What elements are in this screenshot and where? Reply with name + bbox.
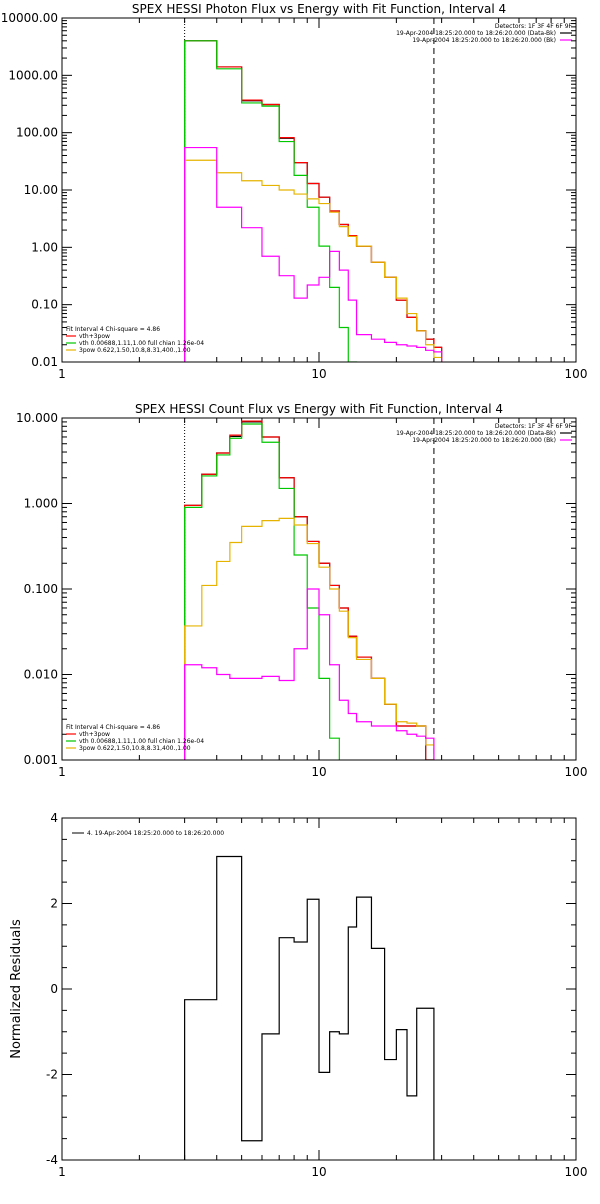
count-y-tick-label: 10.000 [16, 411, 58, 425]
count-series-yellow [184, 517, 435, 760]
residuals-y-tick-label: -2 [46, 1068, 58, 1082]
photon-fit-legend-entry: vth 0.00688,1.11,1.00 full chian 1.26e-0… [79, 340, 204, 347]
photon-y-tick-label: 0.10 [31, 298, 58, 312]
residuals-series-group [184, 855, 435, 1160]
residuals-y-tick-label: 2 [50, 897, 58, 911]
count-header-line: 19-Apr-2004 18:25:20.000 to 18:26:20.000… [396, 430, 556, 437]
count-x-tick-label: 1 [58, 765, 66, 779]
count-fit-legend-entry: 3pow 0.622,1.50,10.8,8.31,400.,1.00 [79, 745, 191, 752]
count-y-tick-label: 0.100 [24, 582, 58, 596]
photon-y-tick-label: 100.00 [16, 126, 58, 140]
residuals-series-black [184, 855, 435, 1160]
count-panel: SPEX HESSI Count Flux vs Energy with Fit… [16, 402, 587, 779]
count-fit-legend-entry: vth 0.00688,1.11,1.00 full chian 1.26e-0… [79, 738, 204, 745]
count-header-line: 19-Apr-2004 18:25:20.000 to 18:26:20.000… [412, 437, 556, 444]
residuals-y-label: Normalized Residuals [9, 919, 24, 1059]
photon-series-red [184, 40, 443, 362]
count-fit-legend-entry: vth+3pow [79, 731, 110, 738]
photon-panel: SPEX HESSI Photon Flux vs Energy with Fi… [1, 2, 588, 381]
photon-header-line: 19-Apr-2004 18:25:20.000 to 18:26:20.000… [412, 37, 556, 44]
photon-series-magenta [184, 146, 443, 362]
photon-header-line: Detectors: 1F 3F 4F 6F 9F [495, 23, 573, 30]
count-y-tick-label: 0.010 [24, 668, 58, 682]
count-x-tick-label: 10 [311, 765, 326, 779]
count-title: SPEX HESSI Count Flux vs Energy with Fit… [135, 402, 503, 416]
residuals-x-tick-label: 1 [58, 1165, 66, 1179]
photon-frame [61, 17, 577, 363]
photon-x-tick-label: 100 [565, 367, 588, 381]
residuals-y-tick-label: 4 [50, 811, 58, 825]
residuals-panel: 1 10 100 -4 -2 0 2 4 Normalized Residuals 4. 19-A… [9, 811, 587, 1179]
photon-fit-legend-entry: 3pow 0.622,1.50,10.8,8.31,400.,1.00 [79, 347, 191, 354]
residuals-y-tick-label: 0 [50, 982, 58, 996]
count-fit-legend-title: Fit Interval 4 Chi-square = 4.86 [66, 724, 160, 731]
count-series-group [184, 420, 435, 760]
photon-series-black [184, 40, 443, 362]
photon-header-line: 19-Apr-2004 18:25:20.000 to 18:26:20.000… [396, 30, 556, 37]
residuals-frame [61, 817, 577, 1161]
residuals-y-tick-label: -4 [46, 1153, 58, 1167]
count-frame [61, 417, 577, 761]
count-series-green [184, 423, 435, 760]
photon-y-tick-label: 1.00 [31, 240, 58, 254]
photon-x-tick-label: 10 [311, 367, 326, 381]
photon-series-yellow [184, 159, 443, 362]
count-y-tick-label: 1.000 [24, 497, 58, 511]
residuals-legend-entry: 4. 19-Apr-2004 18:25:20.000 to 18:26:20.… [87, 830, 224, 837]
count-y-tick-label: 0.001 [24, 753, 58, 767]
photon-y-tick-label: 1000.00 [8, 68, 58, 82]
residuals-x-tick-label: 10 [311, 1165, 326, 1179]
photon-title: SPEX HESSI Photon Flux vs Energy with Fi… [132, 2, 506, 16]
count-series-magenta [184, 588, 435, 760]
photon-series-group [184, 40, 443, 362]
photon-series-green [184, 40, 443, 362]
photon-y-tick-label: 10000.00 [1, 11, 58, 25]
photon-y-tick-label: 10.00 [24, 183, 58, 197]
residuals-x-tick-label: 100 [565, 1165, 588, 1179]
photon-y-tick-label: 0.01 [31, 355, 58, 369]
photon-x-tick-label: 1 [58, 367, 66, 381]
count-x-tick-label: 100 [565, 765, 588, 779]
count-header-line: Detectors: 1F 3F 4F 6F 9F [495, 423, 573, 430]
photon-fit-legend-title: Fit Interval 4 Chi-square = 4.86 [66, 326, 160, 333]
photon-fit-legend-entry: vth+3pow [79, 333, 110, 340]
